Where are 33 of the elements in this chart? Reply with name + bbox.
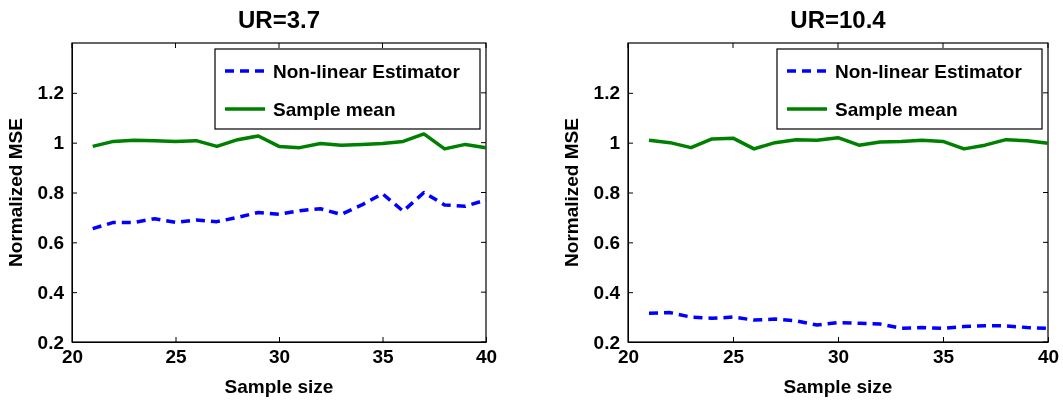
x-axis-title: Sample size xyxy=(783,376,893,397)
y-tick-label: 0.8 xyxy=(37,182,64,204)
line-series xyxy=(90,190,488,231)
line-series xyxy=(647,135,1050,151)
x-axis-title: Sample size xyxy=(224,376,334,397)
x-tick-label: 40 xyxy=(1037,346,1060,368)
x-tick-label: 30 xyxy=(827,346,850,368)
y-tick-label: 0.4 xyxy=(593,281,621,303)
line-series xyxy=(90,132,488,151)
chart-title: UR=10.4 xyxy=(790,6,887,33)
chart-title: UR=3.7 xyxy=(237,6,321,33)
y-tick-label: 1 xyxy=(53,132,65,154)
y-tick-label: 0.6 xyxy=(593,231,620,253)
y-tick-label: 0.8 xyxy=(593,182,620,204)
y-axis-title: Normalized MSE xyxy=(561,118,582,267)
legend-label: Non-linear Estimator xyxy=(273,61,461,82)
x-tick-label: 25 xyxy=(722,346,745,368)
legend-label: Sample mean xyxy=(273,99,396,120)
y-tick-label: 1 xyxy=(609,132,621,154)
legend-label: Non-linear Estimator xyxy=(835,61,1023,82)
y-tick-label: 0.4 xyxy=(37,281,65,303)
y-tick-label: 0.2 xyxy=(37,331,64,353)
y-tick-label: 0.2 xyxy=(593,331,620,353)
legend-label: Sample mean xyxy=(835,99,958,120)
x-tick-label: 35 xyxy=(372,346,394,368)
x-tick-label: 25 xyxy=(165,346,187,368)
y-axis-title: Normalized MSE xyxy=(5,118,26,267)
x-tick-label: 35 xyxy=(932,346,955,368)
y-tick-label: 1.2 xyxy=(37,82,64,104)
y-tick-label: 0.6 xyxy=(37,231,64,253)
x-tick-label: 40 xyxy=(475,346,498,368)
x-tick-label: 30 xyxy=(268,346,291,368)
y-tick-label: 1.2 xyxy=(593,82,620,104)
